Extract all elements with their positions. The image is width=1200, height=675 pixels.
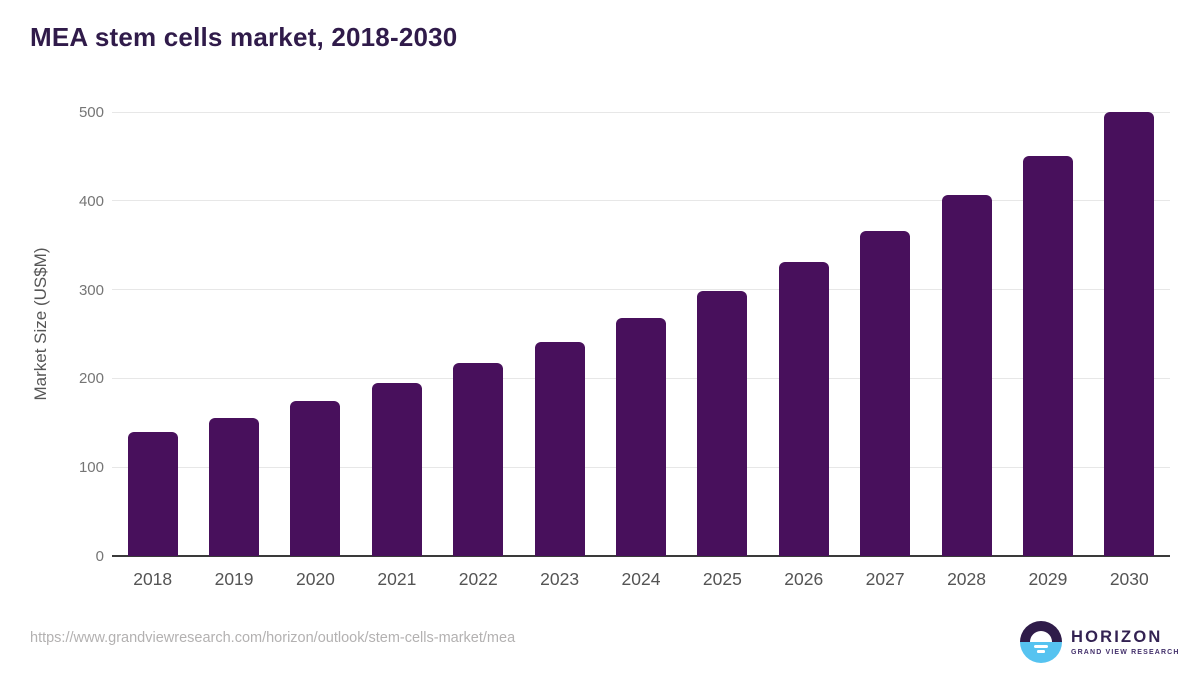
brand-logo: HORIZON GRAND VIEW RESEARCH bbox=[1020, 621, 1180, 663]
x-tick-label-2023: 2023 bbox=[540, 569, 580, 589]
bar-2022 bbox=[453, 363, 504, 556]
x-tick-label-2021: 2021 bbox=[377, 569, 417, 589]
bar-2021 bbox=[371, 382, 422, 556]
bar-2028 bbox=[941, 194, 992, 556]
x-tick-label-2024: 2024 bbox=[621, 569, 661, 589]
bar-2025 bbox=[697, 291, 748, 556]
logo-subtitle: GRAND VIEW RESEARCH bbox=[1071, 648, 1180, 656]
x-tick-label-2028: 2028 bbox=[947, 569, 986, 589]
bar-2024 bbox=[616, 318, 666, 556]
gridline-300 bbox=[112, 289, 1170, 291]
gridline-500 bbox=[112, 111, 1170, 113]
logo-icon-reflection-line bbox=[1037, 650, 1045, 653]
x-tick-label-2030: 2030 bbox=[1109, 569, 1149, 589]
bar-2027 bbox=[860, 230, 911, 556]
bar-2030 bbox=[1104, 112, 1155, 556]
bar-2029 bbox=[1022, 156, 1073, 556]
y-tick-label-500: 500 bbox=[78, 104, 104, 121]
y-tick-label-300: 300 bbox=[78, 281, 104, 299]
x-axis-line bbox=[112, 555, 1170, 557]
bar-2026 bbox=[778, 262, 829, 556]
x-tick-label-2029: 2029 bbox=[1028, 569, 1068, 589]
y-tick-label-0: 0 bbox=[95, 548, 104, 565]
chart-title: MEA stem cells market, 2018-2030 bbox=[30, 22, 458, 52]
logo-icon-sea bbox=[1020, 642, 1062, 663]
logo-name: HORIZON bbox=[1071, 628, 1163, 647]
x-tick-label-2019: 2019 bbox=[214, 569, 254, 589]
gridline-400 bbox=[112, 200, 1170, 202]
bar-2020 bbox=[290, 401, 341, 556]
x-tick-label-2026: 2026 bbox=[784, 569, 824, 589]
x-tick-label-2025: 2025 bbox=[702, 569, 742, 589]
y-tick-label-100: 100 bbox=[78, 459, 104, 477]
bar-2018 bbox=[127, 431, 178, 556]
source-url: https://www.grandviewresearch.com/horizo… bbox=[30, 630, 516, 646]
y-tick-label-400: 400 bbox=[78, 192, 104, 210]
x-tick-label-2027: 2027 bbox=[865, 569, 905, 589]
x-tick-label-2022: 2022 bbox=[458, 569, 498, 589]
x-tick-label-2018: 2018 bbox=[133, 569, 173, 589]
x-tick-label-2020: 2020 bbox=[295, 569, 335, 589]
horizon-sun-icon bbox=[1020, 621, 1062, 663]
logo-text: HORIZON GRAND VIEW RESEARCH bbox=[1071, 628, 1180, 655]
y-tick-label-200: 200 bbox=[78, 370, 104, 388]
bar-2023 bbox=[534, 341, 585, 556]
logo-icon-sun bbox=[1030, 631, 1052, 642]
y-axis-title: Market Size (US$M) bbox=[31, 247, 50, 401]
logo-icon-reflection-line bbox=[1034, 645, 1048, 648]
bar-2019 bbox=[209, 418, 260, 556]
